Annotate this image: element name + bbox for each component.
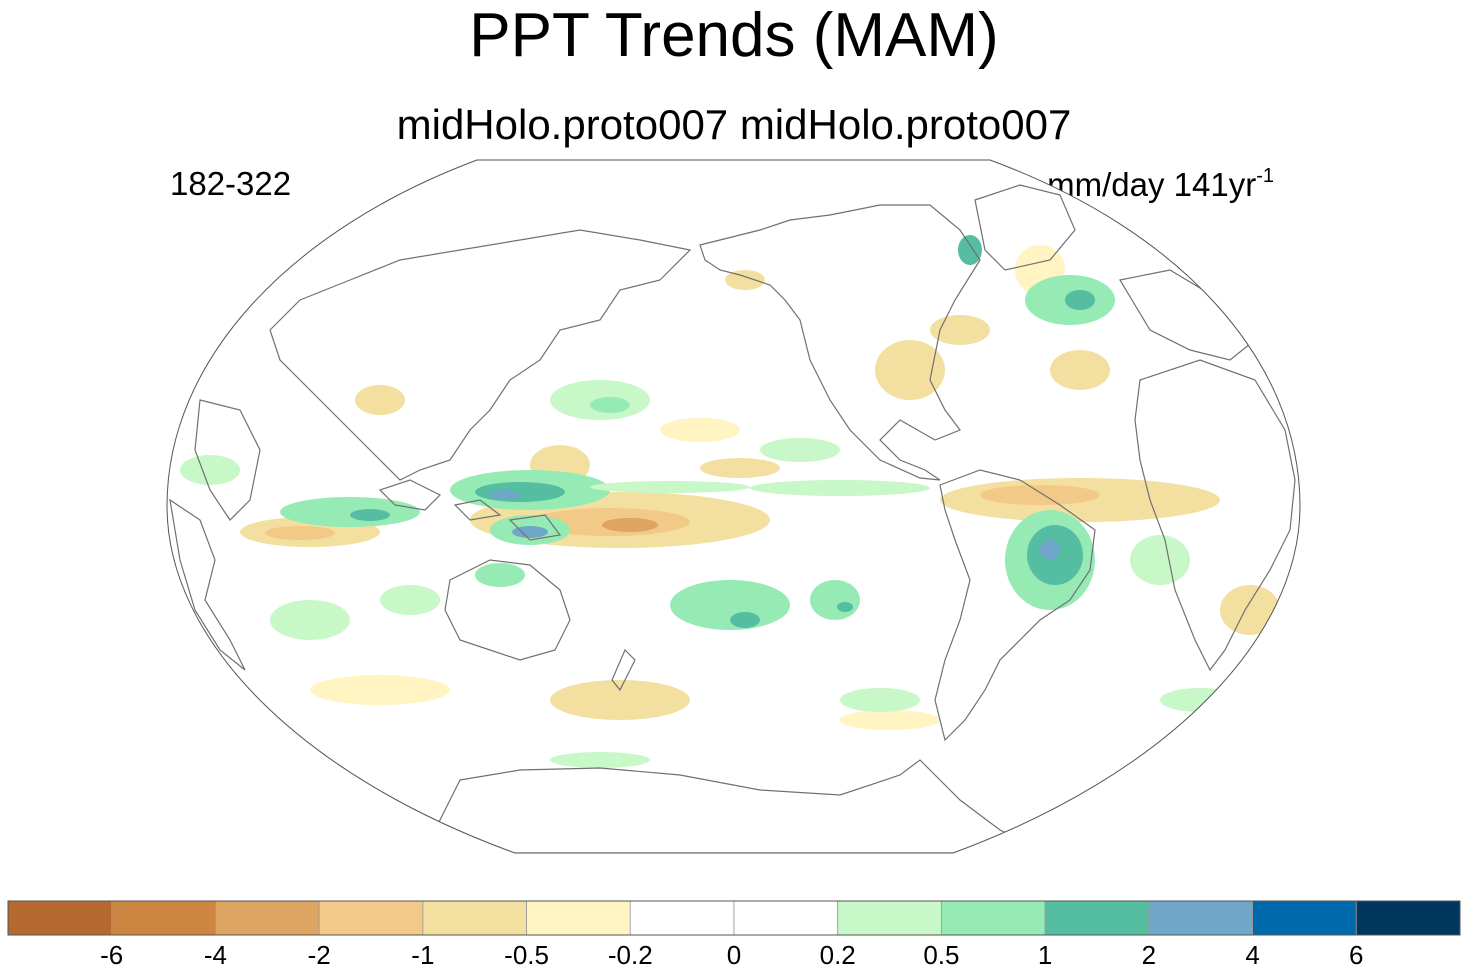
coastlines bbox=[169, 184, 1296, 853]
colorbar-swatch bbox=[318, 900, 424, 936]
colorbar-tick-label: -0.5 bbox=[504, 940, 549, 970]
colorbar-tick-label: -0.2 bbox=[607, 940, 653, 970]
colorbar-tick-label: 0.2 bbox=[819, 940, 856, 970]
colorbar-swatch bbox=[422, 900, 527, 936]
colorbar-swatch bbox=[941, 900, 1046, 936]
colorbar-swatch bbox=[111, 900, 216, 936]
colorbar-swatch bbox=[837, 900, 942, 936]
colorbar-swatch bbox=[1148, 900, 1253, 936]
colorbar-tick-label: 1 bbox=[1037, 940, 1053, 970]
map-title: PPT Trends (MAM) bbox=[469, 1, 999, 70]
precip-trend-field bbox=[180, 235, 1280, 768]
colorbar-swatch bbox=[733, 900, 839, 936]
colorbar-tick-label: 4 bbox=[1245, 940, 1260, 970]
colorbar-swatch bbox=[629, 900, 735, 936]
map-border bbox=[166, 159, 1301, 854]
period-label: 182-322 bbox=[170, 165, 292, 202]
units-label: mm/day 141yr-1 bbox=[1047, 156, 1274, 205]
colorbar-swatch bbox=[7, 900, 113, 936]
colorbar-tick-label: 0.5 bbox=[923, 940, 960, 970]
colorbar-tick-label: 0 bbox=[726, 940, 742, 970]
colorbar-outline bbox=[7, 900, 1461, 936]
colorbar bbox=[7, 900, 1461, 936]
colorbar-swatch bbox=[215, 900, 320, 936]
map-subtitle: midHolo.proto007 midHolo.proto007 bbox=[396, 101, 1072, 148]
colorbar-swatch bbox=[1355, 900, 1461, 936]
colorbar-tick-label: -1 bbox=[411, 940, 435, 970]
colorbar-swatch bbox=[526, 900, 631, 936]
colorbar-tick-label: 2 bbox=[1141, 940, 1157, 970]
colorbar-tick-label: -2 bbox=[307, 940, 331, 970]
colorbar-tick-label: 6 bbox=[1349, 940, 1364, 970]
units-superscript: -1 bbox=[1256, 165, 1274, 187]
colorbar-tick-label: -6 bbox=[100, 940, 124, 970]
colorbar-tick-label: -4 bbox=[203, 940, 227, 970]
colorbar-swatch bbox=[1252, 900, 1357, 936]
colorbar-swatch bbox=[1044, 900, 1150, 936]
units-base: mm/day 141yr bbox=[1047, 166, 1257, 203]
